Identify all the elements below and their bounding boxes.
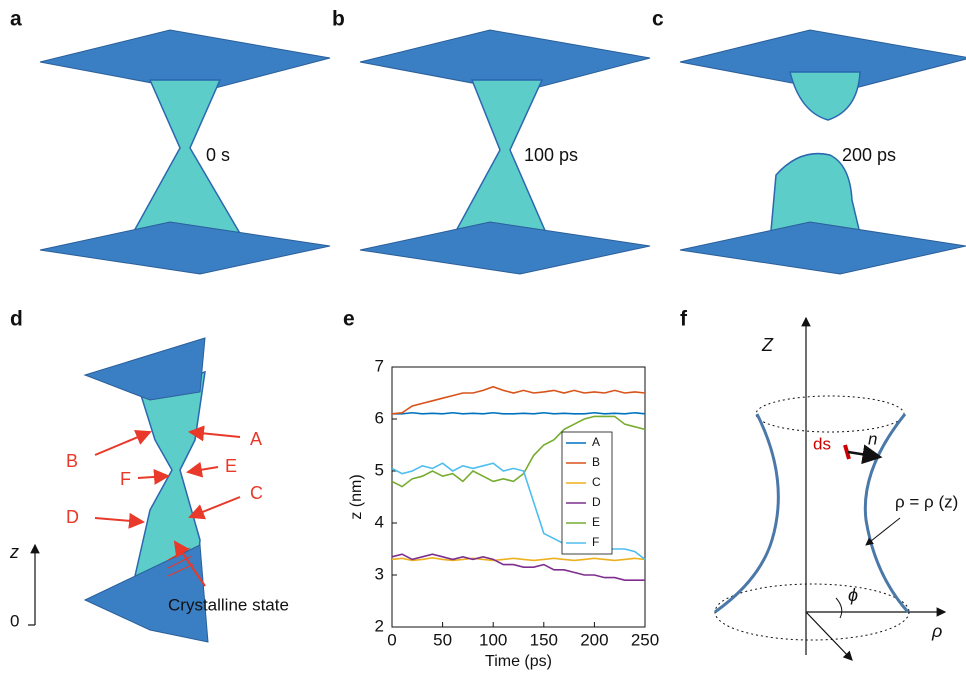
panel-b: b 100 ps [332,8,650,274]
x-tick-label: 150 [530,630,558,649]
axis-zero: 0 [10,611,19,630]
x-tick-label: 100 [479,630,507,649]
y-tick-label: 3 [375,564,384,583]
panel-label: b [332,8,345,31]
y-tick-label: 7 [375,356,384,375]
panel-e: e 0 50 100 150 200 250 2 3 4 5 6 7 Time (ps) z (nm) AB… [343,308,659,671]
series-line [392,413,645,414]
legend-label: A [592,435,600,449]
y-axis-label: z (nm) [348,474,365,519]
panel-label: a [10,8,22,31]
panel-f: f Z ds n ρ = ρ (z) ρ ϕ [680,308,958,660]
top-ellipse [756,396,904,432]
figure: a 0 s b 100 ps c 200 ps d B A F [0,0,966,675]
top-plate [85,338,205,400]
panel-c: c 200 ps [652,8,966,274]
x-tick-label: 0 [387,630,396,649]
pointer [866,518,900,545]
legend-label: E [592,515,600,529]
y-tick-label: 2 [375,616,384,635]
legend-label: B [592,455,600,469]
profile-curve [715,414,778,612]
x-tick-label: 200 [580,630,608,649]
phi-label: ϕ [848,585,858,605]
third-axis [806,612,852,660]
marker-label: B [66,451,78,471]
equation: ρ = ρ (z) [895,492,958,511]
marker-label: F [120,469,131,489]
arrow [138,476,168,478]
upper-fragment [790,72,860,120]
legend-label: C [592,475,601,489]
legend-label: F [592,535,599,549]
n-label: n [868,429,877,448]
legend-label: D [592,495,601,509]
arrow [190,497,240,517]
panel-label: d [10,308,23,331]
ds-label: ds [813,434,831,453]
panel-d: d B A F E D C Crystalline state z 0 [9,308,289,642]
panel-label: f [680,308,688,331]
arrow [190,432,240,437]
x-tick-label: 250 [631,630,659,649]
axis-label: z [9,542,19,562]
bottom-plate [40,222,330,274]
annotation: Crystalline state [168,595,289,614]
series-line [392,387,645,414]
arrow [95,518,143,522]
time-label: 0 s [206,145,230,165]
panel-label: e [343,308,355,331]
arrow [188,467,218,472]
rho-label: ρ [931,621,942,641]
y-tick-label: 6 [375,408,384,427]
bottom-plate [680,222,966,274]
marker-label: C [250,483,263,503]
bottom-plate [360,222,650,274]
y-tick-label: 5 [375,460,384,479]
y-tick-label: 4 [375,512,384,531]
time-label: 100 ps [524,145,578,165]
legend-box [562,432,612,554]
panel-a: a 0 s [10,8,330,274]
series-line [392,558,645,561]
time-label: 200 ps [842,145,896,165]
x-tick-label: 50 [433,630,452,649]
marker-label: A [250,429,262,449]
marker-label: D [66,507,79,527]
arrow [95,432,150,455]
x-axis-label: Time (ps) [485,653,552,670]
panel-label: c [652,8,664,31]
marker-label: E [225,456,237,476]
axis-label: Z [761,335,774,355]
normal-vector [848,452,880,457]
angle-arc [836,598,842,618]
